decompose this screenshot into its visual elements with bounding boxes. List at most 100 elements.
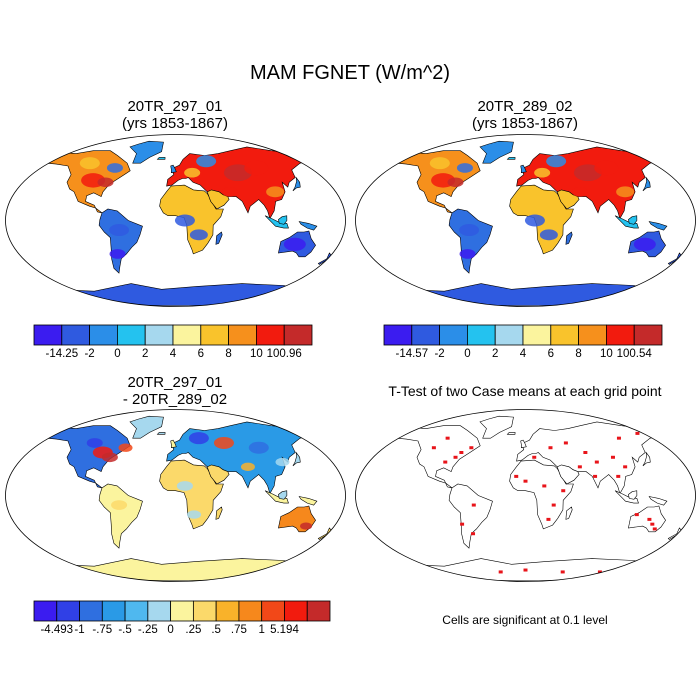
colorbar-label: -2 <box>434 348 445 360</box>
landmass-newguinea <box>648 221 668 231</box>
field-patch <box>79 157 100 170</box>
colorbar-label: 100.96 <box>266 348 302 360</box>
field-patch <box>594 160 619 176</box>
landmass-newzealand <box>317 527 333 540</box>
colorbar-swatch <box>147 600 172 622</box>
landmass-greenland <box>129 140 164 164</box>
colorbar-label: 0 <box>464 348 471 360</box>
colorbar-swatch <box>238 600 263 622</box>
landmass-borneo <box>628 215 638 225</box>
field-patch <box>275 457 290 467</box>
field-patch <box>283 237 306 251</box>
colorbar-swatch <box>56 600 80 622</box>
field-patch <box>106 163 123 173</box>
landmass-africa <box>509 459 574 530</box>
colorbar-label: -14.57 <box>395 348 429 360</box>
colorbar-label: .25 <box>185 624 202 636</box>
significant-cell <box>610 455 615 459</box>
significant-cell <box>561 489 566 493</box>
field-patch <box>176 481 193 491</box>
colorbar-panel-a: -14.25 -2 0 2 4 6 8 10 100.96 <box>33 324 313 360</box>
colorbar-swatch <box>170 600 194 622</box>
significance-note: Cells are significant at 0.1 level <box>442 613 608 627</box>
colorbar-panel-c: -4.493 -1 -.75 -.5 -.25 0 .25 .5 .75 1 5.194 <box>33 600 331 636</box>
landmass-arabia <box>206 189 230 210</box>
landmass-iceland <box>156 432 166 435</box>
landmass-greenland <box>479 415 514 439</box>
landmass-greatbritain <box>520 164 527 174</box>
significant-cell <box>542 484 547 488</box>
significant-cell <box>635 431 640 435</box>
colorbar-label: -14.25 <box>45 348 79 360</box>
landmass-japan <box>642 176 651 192</box>
colorbar-label: 2 <box>141 348 149 360</box>
colorbar-swatch <box>306 600 331 622</box>
landmass-greatbritain <box>170 439 177 449</box>
significant-cell <box>471 532 476 536</box>
landmass-northamerica <box>396 425 481 489</box>
significant-cell <box>469 446 474 450</box>
significant-cell <box>551 503 556 507</box>
field-patch <box>240 462 255 472</box>
panel-b-title-line1: 20TR_289_02 <box>477 98 573 115</box>
colorbar-label: -.5 <box>118 624 132 636</box>
landmass-greenland <box>129 415 164 439</box>
field-patch <box>184 167 201 178</box>
colorbar-swatch <box>200 324 230 346</box>
colorbar-swatch <box>192 600 217 622</box>
field-patch <box>244 160 269 176</box>
figure-title: MAM FGNET (W/m^2) <box>249 62 451 84</box>
colorbar-label: -1 <box>74 624 85 636</box>
colorbar-swatch <box>383 324 413 346</box>
landmass-greatbritain <box>520 439 527 449</box>
landmass-indonesia <box>264 490 289 504</box>
significant-cell <box>431 446 436 450</box>
field-patch <box>86 438 103 448</box>
field-patch <box>187 510 202 519</box>
landmass-japan <box>292 451 301 467</box>
colorbar-swatch <box>411 324 440 346</box>
colorbar-swatch <box>172 324 202 346</box>
field-patch <box>109 224 130 237</box>
colorbar-label: -2 <box>84 348 95 360</box>
significant-cell <box>623 465 628 469</box>
significant-cell <box>560 570 565 574</box>
colorbar-panel-b: -14.57 -2 0 2 4 6 8 10 100.54 <box>383 324 663 360</box>
panel-a-title-line2: (yrs 1853-1867) <box>122 115 228 132</box>
field-patch <box>109 249 126 259</box>
landmass-borneo <box>278 490 288 500</box>
colorbar-label: 1 <box>258 624 265 636</box>
field-patch <box>97 177 114 188</box>
landmass-madagascar <box>565 231 573 245</box>
colorbar-label: -4.493 <box>40 624 74 636</box>
colorbar-label: 6 <box>547 348 554 360</box>
colorbar-swatch <box>467 324 496 346</box>
field-patch <box>266 186 285 198</box>
landmass-iceland <box>506 157 516 160</box>
colorbar-label: .75 <box>230 624 247 636</box>
significant-cell <box>594 460 599 464</box>
significant-cell <box>616 436 621 440</box>
colorbar-label: 10 <box>249 348 263 360</box>
field-patch <box>447 177 464 188</box>
panel-c-title: 20TR_297_01 - 20TR_289_02 <box>55 374 295 408</box>
landmass-africa <box>159 459 224 530</box>
panel-a-title: 20TR_297_01 (yrs 1853-1867) <box>55 98 295 132</box>
significant-cell <box>460 522 465 526</box>
colorbar-swatches <box>33 324 313 346</box>
colorbar-label: 4 <box>169 348 177 360</box>
colorbar-swatch <box>79 600 103 622</box>
significant-cell <box>459 451 464 454</box>
colorbar-label: 8 <box>575 348 582 360</box>
field-patch <box>300 522 313 530</box>
landmass-japan <box>292 176 301 192</box>
field-patch <box>571 187 588 197</box>
colorbar-label: .5 <box>211 624 221 636</box>
colorbar-label: 6 <box>197 348 204 360</box>
field-patch <box>539 229 558 241</box>
field-patch <box>213 436 234 449</box>
landmass-iceland <box>506 432 516 435</box>
landmass-southamerica <box>448 208 493 274</box>
map-border <box>355 134 696 307</box>
colorbar-label: -.75 <box>92 624 113 636</box>
